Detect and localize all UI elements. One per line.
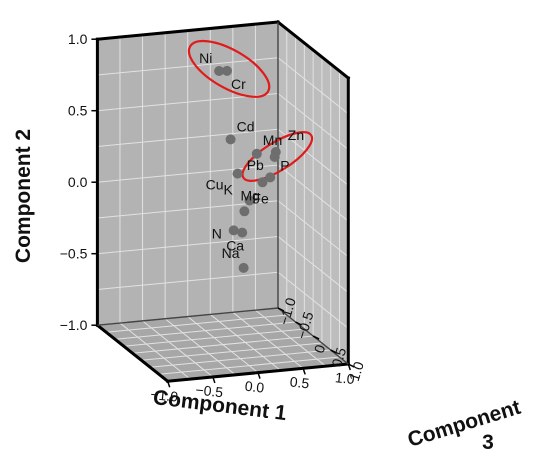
x-tick-label: 0.5 <box>289 373 310 391</box>
point-label-k: K <box>224 182 234 198</box>
point-p <box>265 172 276 183</box>
z-tick-mark <box>277 307 285 312</box>
point-label-mn: Mn <box>263 132 282 148</box>
grid-line <box>114 321 296 340</box>
point-label-pb: Pb <box>247 157 264 173</box>
grid-line <box>150 349 331 368</box>
y-axis-title: Component 2 <box>12 129 35 263</box>
point-cu <box>232 168 243 179</box>
point-label-cd: Cd <box>237 118 255 134</box>
point-label-zn: Zn <box>288 127 304 143</box>
frame-edge <box>95 20 280 41</box>
point-ca <box>237 227 248 238</box>
z-tick-mark <box>295 321 302 326</box>
point-ni <box>214 66 225 76</box>
tick-layer: −1.0−0.50.00.51.0−1.0 −0.5 0.0 0.5 1.01.00.5… <box>60 31 367 405</box>
point-k <box>244 195 255 206</box>
frame-edge <box>275 19 351 81</box>
point-mn <box>251 148 262 159</box>
y-tick-label: −0.5 <box>60 246 88 262</box>
point-fe <box>239 206 250 217</box>
point-label-p: P <box>280 157 289 173</box>
x-tick-mark <box>212 376 216 384</box>
x-tick-label: 1.0 <box>334 369 355 387</box>
y-tick-label: 1.0 <box>68 31 88 47</box>
z-tick-label: −1.0 <box>276 296 299 327</box>
highlight-ellipse <box>241 131 314 182</box>
point-label-ni: Ni <box>199 50 212 66</box>
z-axis-title-line2: 3 <box>482 431 494 454</box>
z-tick-mark <box>347 363 355 368</box>
point-layer: Ni Cr Cd Mn Cu Zn Pb P K Mg Ca Fe NNa <box>199 50 304 273</box>
x-tick-label: 0.0 <box>244 378 265 396</box>
point-cr <box>222 65 232 76</box>
z-tick-label: 0.5 <box>328 345 349 368</box>
grid-line <box>158 356 340 375</box>
grid-line <box>123 328 305 347</box>
x-tick-mark <box>302 368 306 375</box>
z-tick-mark <box>312 335 320 340</box>
point-label-mg: Mg <box>241 187 260 203</box>
z-axis-title-line1: Component <box>405 396 523 452</box>
point-label-na: Na <box>222 245 240 261</box>
z-tick-mark <box>330 349 338 354</box>
highlight-ellipse <box>187 39 271 98</box>
point-mg <box>257 177 268 188</box>
frame-edge <box>95 323 170 384</box>
y-tick-label: 0.0 <box>68 174 88 190</box>
point-label-cr: Cr <box>231 76 246 92</box>
point-label-cu: Cu <box>206 177 224 193</box>
point-label-n: N <box>212 225 222 241</box>
point-label-ca: Ca <box>226 238 244 254</box>
x-tick-label: −1.0 <box>150 386 179 405</box>
x-tick-mark <box>166 381 171 388</box>
highlight-layer <box>187 39 314 182</box>
y-tick-label: 0.5 <box>68 103 88 119</box>
grid-line <box>141 342 322 361</box>
x-tick-label: −0.5 <box>195 382 224 401</box>
z-tick-label: −0.5 <box>293 310 316 341</box>
point-n <box>228 225 239 236</box>
grid-line <box>132 335 314 354</box>
point-label-fe: Fe <box>252 190 269 206</box>
x-tick-mark <box>257 372 261 379</box>
point-cd <box>225 134 236 145</box>
y-tick-label: −1.0 <box>60 317 88 333</box>
point-pb <box>269 152 280 162</box>
point-na <box>238 262 249 273</box>
inner-edge <box>97 307 279 326</box>
grid-line <box>106 314 287 333</box>
z-tick-label: 1.0 <box>346 359 367 382</box>
